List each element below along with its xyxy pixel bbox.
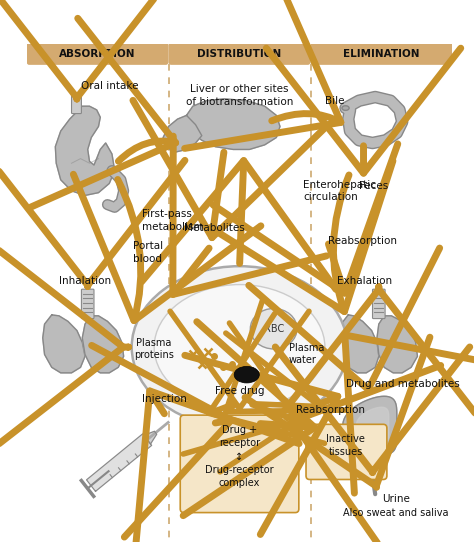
Text: Feces: Feces (359, 181, 388, 191)
Ellipse shape (132, 266, 347, 428)
Ellipse shape (234, 366, 259, 383)
Text: Inhalation: Inhalation (59, 276, 111, 286)
Text: Bile: Bile (325, 96, 345, 106)
FancyBboxPatch shape (306, 424, 387, 480)
Text: Inactive
tissues: Inactive tissues (326, 435, 365, 457)
Polygon shape (343, 396, 397, 454)
Text: Injection: Injection (142, 393, 186, 404)
Polygon shape (356, 407, 389, 443)
Polygon shape (339, 315, 379, 373)
Text: Liver or other sites
of biotransformation: Liver or other sites of biotransformatio… (186, 84, 293, 107)
Text: Urine: Urine (383, 494, 410, 504)
Text: Metabolites: Metabolites (184, 223, 245, 233)
Text: Exhalation: Exhalation (337, 276, 392, 286)
Polygon shape (43, 315, 85, 373)
Polygon shape (377, 316, 418, 373)
FancyBboxPatch shape (72, 93, 82, 114)
FancyBboxPatch shape (82, 289, 94, 319)
Text: Oral intake: Oral intake (81, 81, 138, 91)
Polygon shape (187, 99, 280, 150)
Text: Plasma
water: Plasma water (289, 343, 324, 365)
Text: ELIMINATION: ELIMINATION (343, 49, 420, 59)
Text: Reabsorption: Reabsorption (328, 236, 397, 247)
FancyBboxPatch shape (180, 415, 299, 513)
Text: First-pass
metabolism: First-pass metabolism (142, 209, 203, 231)
Polygon shape (55, 106, 115, 196)
Polygon shape (87, 434, 152, 491)
FancyBboxPatch shape (27, 43, 169, 65)
FancyBboxPatch shape (169, 43, 310, 65)
Text: Drug and metabolites: Drug and metabolites (346, 379, 459, 389)
Polygon shape (82, 316, 124, 373)
FancyBboxPatch shape (373, 289, 385, 319)
Text: Enterohepatic
circulation: Enterohepatic circulation (303, 180, 376, 202)
Text: Portal
blood: Portal blood (133, 241, 163, 264)
Ellipse shape (250, 308, 297, 349)
Text: Also sweat and saliva: Also sweat and saliva (343, 507, 448, 518)
Ellipse shape (342, 106, 349, 111)
Ellipse shape (154, 285, 325, 410)
FancyBboxPatch shape (310, 43, 453, 65)
Text: Reabsorption: Reabsorption (296, 405, 365, 415)
Text: DISTRIBUTION: DISTRIBUTION (197, 49, 282, 59)
Text: Free drug: Free drug (215, 386, 264, 396)
Polygon shape (144, 431, 157, 444)
Text: RBC: RBC (264, 324, 284, 334)
Text: Plasma
proteins: Plasma proteins (134, 338, 174, 360)
Polygon shape (163, 115, 202, 152)
Text: ABSORPTION: ABSORPTION (59, 49, 136, 59)
Text: Drug +
receptor
↕
Drug-receptor
complex: Drug + receptor ↕ Drug-receptor complex (205, 425, 274, 488)
